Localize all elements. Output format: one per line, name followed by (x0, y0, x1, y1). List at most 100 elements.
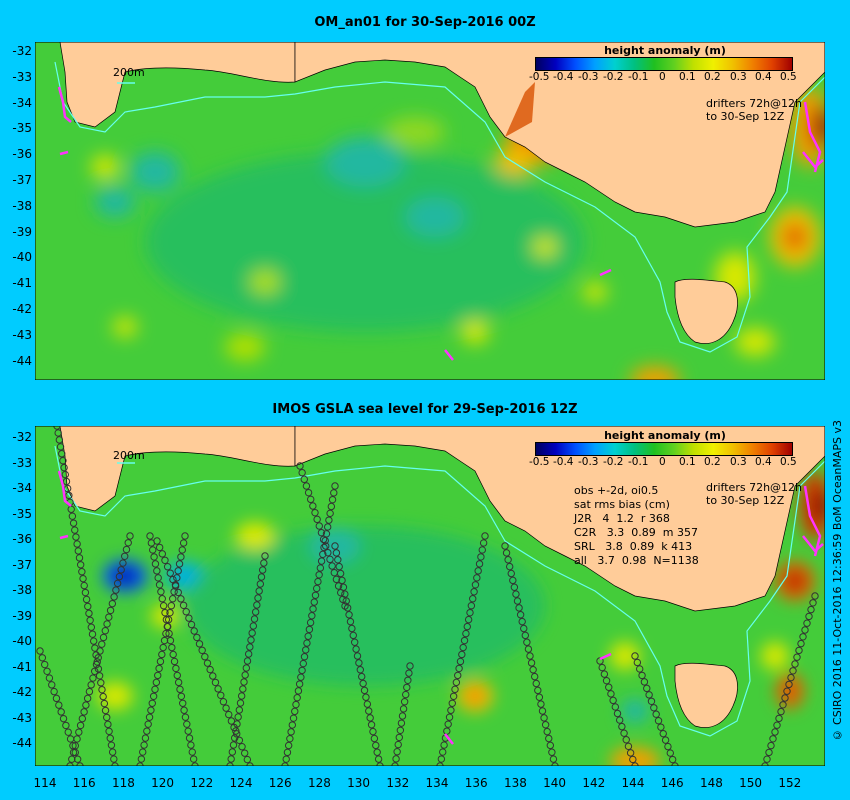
satellite-obs-marker (293, 694, 301, 702)
stats-row-j2r: J2R 4 1.2 r 368 (574, 512, 670, 525)
satellite-obs-marker (362, 693, 370, 701)
satellite-obs-marker (334, 556, 342, 564)
satellite-obs-marker (334, 582, 343, 590)
panel1-isobath-200m (54, 61, 825, 353)
satellite-obs-marker (229, 741, 238, 749)
panel2-y-tick-label: -40 (12, 634, 32, 648)
x-tick-label: 146 (660, 776, 684, 790)
satellite-obs-marker (336, 569, 345, 578)
satellite-obs-marker (304, 632, 312, 640)
satellite-obs-marker (155, 581, 164, 589)
satellite-obs-marker (652, 710, 660, 718)
satellite-obs-marker (73, 735, 81, 743)
satellite-obs-marker (622, 736, 630, 744)
panel2-scale-label: 200m (113, 449, 145, 462)
satellite-obs-marker (507, 569, 515, 578)
satellite-obs-marker (437, 755, 446, 763)
satellite-obs-marker (139, 748, 147, 756)
colorbar-tick: -0.2 (603, 456, 624, 468)
x-tick-label: 144 (621, 776, 645, 790)
panel1-land-western-australia (35, 42, 296, 128)
colorbar-tick: -0.4 (553, 71, 574, 83)
satellite-obs-marker (157, 588, 165, 596)
satellite-obs-marker (779, 701, 787, 709)
satellite-obs-marker (359, 679, 367, 688)
satellite-obs-marker (473, 574, 481, 582)
satellite-obs-marker (235, 736, 244, 744)
satellite-obs-marker (458, 650, 466, 659)
x-tick-label: 130 (347, 776, 371, 790)
satellite-obs-marker (315, 571, 323, 579)
satellite-obs-marker (478, 546, 486, 554)
satellite-obs-marker (48, 681, 56, 689)
satellite-obs-marker (629, 755, 637, 764)
x-tick-label: 126 (268, 776, 292, 790)
satellite-obs-marker (68, 512, 77, 520)
satellite-obs-marker (164, 615, 173, 624)
satellite-obs-marker (222, 704, 230, 712)
satellite-obs-marker (304, 488, 313, 497)
satellite-obs-marker (169, 575, 177, 584)
satellite-obs-marker (261, 552, 269, 560)
satellite-obs-marker (80, 708, 88, 716)
satellite-obs-marker (654, 717, 663, 725)
satellite-obs-marker (209, 672, 217, 680)
satellite-obs-marker (777, 707, 785, 716)
satellite-obs-marker (346, 617, 355, 626)
satellite-obs-marker (248, 629, 256, 637)
satellite-obs-marker (87, 623, 96, 631)
panel1-colorbar: height anomaly (m) -0.5 -0.4 -0.3 -0.2 -… (529, 44, 797, 85)
satellite-obs-marker (326, 509, 334, 518)
satellite-obs-marker (787, 673, 795, 682)
satellite-obs-marker (339, 583, 348, 591)
satellite-obs-marker (181, 713, 190, 721)
satellite-obs-marker (95, 672, 104, 680)
satellite-obs-marker (103, 713, 111, 722)
panel1-y-tick-label: -42 (12, 302, 32, 316)
satellite-obs-marker (163, 622, 171, 631)
satellite-obs-marker (84, 602, 92, 611)
satellite-obs-marker (331, 482, 339, 490)
satellite-obs-marker (405, 669, 413, 677)
satellite-obs-marker (162, 615, 171, 624)
satellite-obs-marker (624, 742, 633, 751)
panel1-y-tick-label: -34 (12, 95, 32, 110)
satellite-obs-marker (198, 646, 206, 654)
satellite-obs-marker (602, 676, 611, 685)
satellite-obs-marker (321, 536, 329, 545)
satellite-obs-marker (645, 691, 653, 699)
panel2-land-western-australia (35, 426, 296, 512)
satellite-obs-marker (509, 576, 517, 585)
satellite-obs-marker (284, 741, 293, 750)
x-tick-label: 150 (739, 776, 763, 790)
panel2-y-tick-label: -34 (12, 481, 32, 495)
satellite-obs-marker (807, 605, 815, 614)
satellite-obs-marker (287, 728, 295, 736)
satellite-obs-marker (258, 566, 267, 574)
satellite-obs-marker (366, 714, 374, 722)
satellite-obs-marker (241, 671, 249, 679)
satellite-obs-marker (76, 721, 85, 730)
satellite-obs-marker (189, 755, 198, 763)
satellite-obs-marker (398, 712, 407, 720)
colorbar-tick: 0 (659, 456, 666, 468)
satellite-obs-marker (781, 694, 789, 702)
satellite-obs-marker (647, 697, 656, 705)
satellite-obs-marker (74, 547, 83, 555)
satellite-obs-marker (394, 740, 402, 749)
x-tick-label: 128 (307, 776, 331, 790)
satellite-obs-marker (154, 671, 162, 680)
x-tick-label: 138 (503, 776, 527, 790)
satellite-obs-marker (214, 685, 222, 693)
satellite-obs-marker (149, 546, 157, 554)
satellite-obs-marker (169, 650, 177, 659)
satellite-obs-marker (253, 601, 261, 609)
satellite-obs-marker (546, 741, 555, 750)
satellite-obs-marker (306, 618, 315, 627)
satellite-obs-marker (395, 733, 403, 742)
satellite-obs-marker (374, 755, 383, 763)
panel1-title: OM_an01 for 30-Sep-2016 00Z (314, 15, 536, 30)
satellite-obs-marker (445, 713, 454, 721)
satellite-obs-marker (119, 559, 127, 567)
satellite-obs-marker (99, 692, 107, 701)
